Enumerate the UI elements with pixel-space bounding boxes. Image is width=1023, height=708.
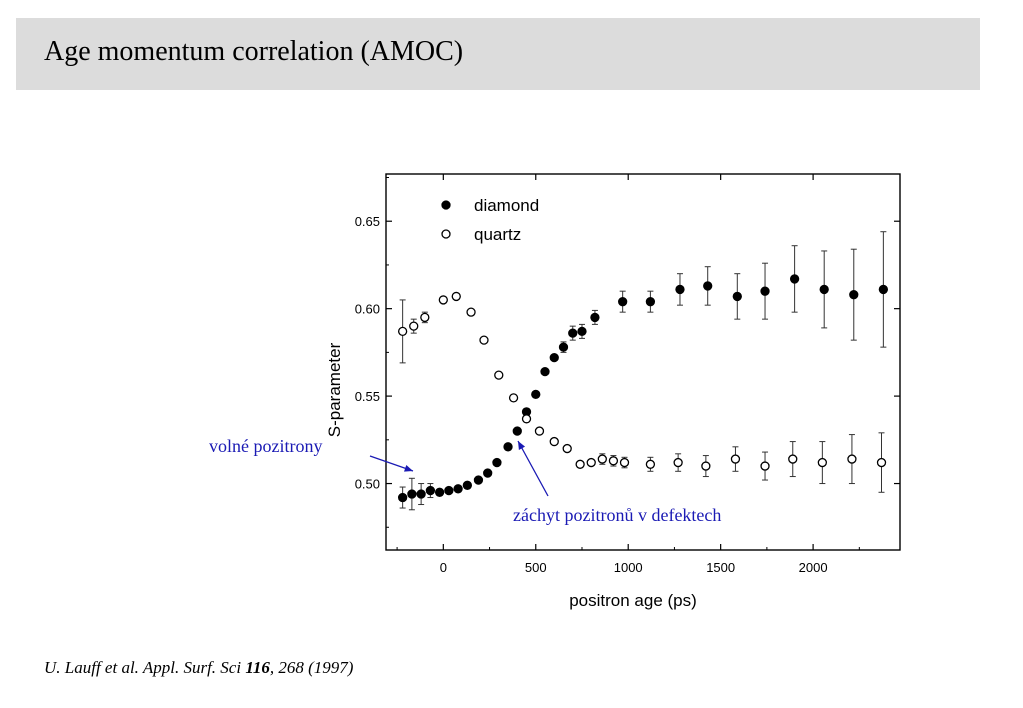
diamond-point: [675, 284, 685, 295]
quartz-point: [788, 454, 798, 464]
diamond-point: [444, 485, 454, 496]
quartz-point: [438, 295, 448, 305]
diamond-point: [549, 352, 559, 363]
quartz-point: [876, 457, 887, 468]
quartz-point: [494, 370, 504, 380]
quartz-point: [597, 454, 607, 464]
diamond-point: [434, 487, 445, 497]
x-axis-label: positron age (ps): [569, 591, 697, 610]
citation-volume: 116: [245, 658, 270, 677]
annotation-free-positrons: volné pozitrony: [209, 436, 323, 456]
x-tick-label: 1000: [614, 560, 643, 575]
quartz-point: [730, 454, 741, 464]
legend-marker-quartz: [441, 229, 451, 239]
quartz-point: [645, 459, 656, 469]
y-tick-label: 0.50: [355, 477, 380, 492]
diamond-point: [645, 297, 656, 307]
quartz-point: [673, 457, 683, 468]
diamond-series: [397, 231, 889, 511]
diamond-point: [503, 442, 513, 452]
arrow-trapped-positrons-head: [518, 441, 526, 450]
quartz-point: [508, 393, 519, 403]
diamond-point: [558, 342, 569, 352]
legend-label-quartz: quartz: [474, 225, 521, 244]
diamond-point: [760, 286, 770, 296]
diamond-point: [453, 484, 463, 494]
diamond-point: [703, 281, 713, 291]
quartz-point: [451, 291, 461, 302]
diamond-point: [618, 297, 628, 307]
quartz-point: [817, 457, 827, 468]
diamond-point: [540, 366, 550, 377]
diamond-point: [425, 485, 436, 496]
quartz-point: [420, 312, 430, 323]
quartz-series: [397, 291, 887, 493]
quartz-point: [619, 457, 630, 468]
arrow-free-positrons-head: [404, 464, 413, 472]
diamond-point: [590, 312, 600, 323]
y-tick-label: 0.60: [355, 302, 380, 317]
quartz-point: [586, 457, 596, 468]
x-tick-label: 1500: [706, 560, 735, 575]
diamond-point: [789, 274, 800, 284]
y-axis-label: S-parameter: [325, 342, 344, 437]
diamond-point: [577, 326, 587, 337]
quartz-point: [479, 335, 489, 345]
diamond-point: [512, 426, 522, 436]
citation-rest: , 268 (1997): [269, 658, 354, 677]
quartz-point: [608, 456, 619, 466]
quartz-point: [521, 414, 532, 424]
citation: U. Lauff et al. Appl. Surf. Sci 116, 268…: [44, 658, 353, 678]
legend-marker-diamond: [441, 200, 451, 210]
y-tick-label: 0.65: [355, 214, 380, 229]
quartz-point: [409, 321, 419, 331]
diamond-point: [878, 284, 889, 295]
quartz-point: [466, 307, 476, 317]
x-tick-label: 2000: [799, 560, 828, 575]
annotation-trapped-positrons: záchyt pozitronů v defektech: [513, 505, 722, 525]
quartz-point: [397, 326, 408, 337]
citation-authors: U. Lauff et al. Appl. Surf. Sci: [44, 658, 246, 677]
quartz-point: [534, 426, 545, 436]
diamond-point: [483, 468, 493, 478]
quartz-point: [701, 461, 711, 471]
y-tick-label: 0.55: [355, 389, 380, 404]
diamond-point: [462, 480, 473, 490]
diamond-point: [568, 328, 578, 338]
x-tick-label: 0: [440, 560, 447, 575]
diamond-point: [397, 492, 408, 503]
x-tick-label: 500: [525, 560, 547, 575]
page-title: Age momentum correlation (AMOC): [44, 36, 464, 67]
diamond-point: [819, 284, 829, 295]
quartz-point: [760, 461, 770, 471]
diamond-point: [473, 475, 484, 485]
diamond-point: [416, 489, 426, 499]
diamond-point: [492, 457, 502, 468]
diamond-point: [849, 290, 859, 300]
quartz-point: [575, 459, 585, 469]
quartz-point: [562, 443, 572, 454]
arrow-trapped-positrons: [517, 440, 549, 497]
diamond-point: [531, 389, 541, 400]
quartz-point: [847, 454, 857, 464]
diamond-point: [732, 291, 742, 302]
diamond-point: [407, 489, 417, 499]
title-bar: Age momentum correlation (AMOC): [16, 18, 980, 90]
legend-label-diamond: diamond: [474, 196, 539, 215]
plot-frame: [385, 173, 901, 551]
quartz-point: [549, 436, 559, 447]
